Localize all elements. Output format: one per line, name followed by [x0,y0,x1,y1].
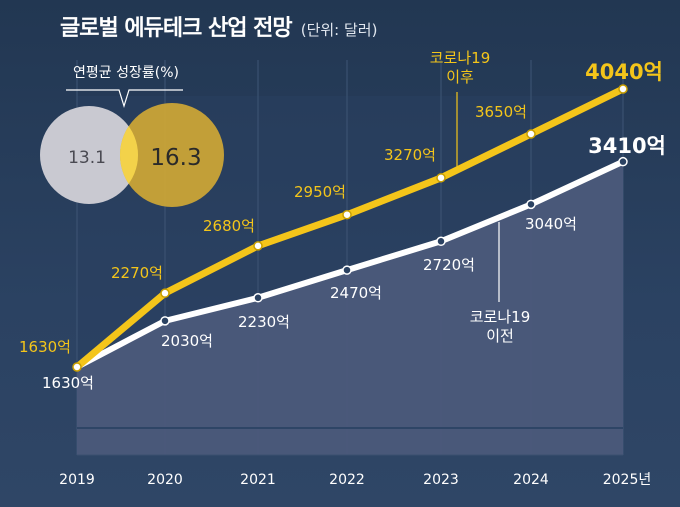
data-label: 3650억 [475,103,527,121]
data-point [342,209,352,220]
data-label: 1630억 [19,338,71,356]
x-tick-label: 2023 [423,472,459,488]
data-label: 2720억 [423,256,475,274]
data-point [526,129,536,139]
data-point [526,199,536,210]
data-point [72,362,82,372]
growth-circle-right [120,103,224,207]
data-label: 1630억 [42,374,94,392]
annotation-text: 이후 [446,68,474,86]
data-label: 3410억 [588,134,666,158]
x-tick-label: 2021 [240,472,276,488]
data-point [160,288,170,298]
data-label: 3040억 [525,215,577,233]
x-tick-label: 2022 [329,472,365,488]
annotation-text: 이전 [486,327,514,345]
annotation-text: 코로나19 [470,308,531,326]
annotation-text: 코로나19 [430,49,491,67]
data-label: 2470억 [330,284,382,302]
area-before-covid [77,161,623,456]
data-point [160,316,170,326]
x-tick-label: 2024 [513,472,549,488]
growth-left-value: 13.1 [68,148,106,168]
x-tick-label: 2025년 [603,472,652,488]
data-point [253,241,263,251]
data-point [253,293,263,303]
chart-title-block: 글로벌 에듀테크 산업 전망 (단위: 달러) [60,10,377,42]
data-label: 2270억 [111,264,163,282]
data-label: 2950억 [294,183,346,201]
x-tick-label: 2019 [59,472,95,488]
data-point [436,236,446,247]
growth-bracket [66,89,183,109]
data-point [618,84,628,94]
growth-label: 연평균 성장률(%) [73,65,179,81]
data-label: 2030억 [161,332,213,350]
chart-unit: (단위: 달러) [300,21,378,39]
growth-right-value: 16.3 [150,145,201,171]
data-label: 3270억 [384,146,436,164]
growth-circle-left [40,106,138,204]
data-label: 2230억 [238,313,290,331]
data-label: 4040억 [585,60,663,84]
data-point [436,173,446,183]
data-point [342,265,352,275]
data-point [618,156,628,167]
chart-title: 글로벌 에듀테크 산업 전망 [60,16,293,41]
x-tick-label: 2020 [147,472,183,488]
data-label: 2680억 [203,217,255,235]
